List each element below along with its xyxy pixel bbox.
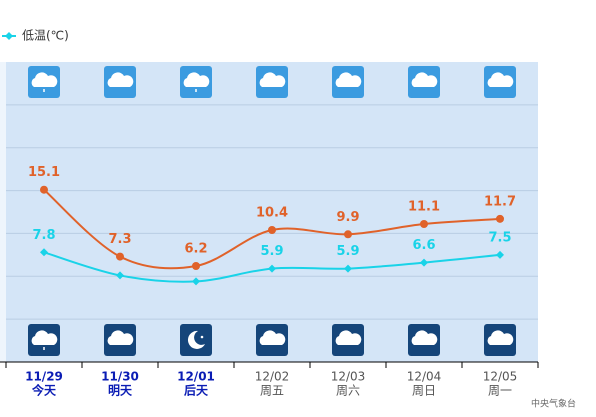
point: [420, 220, 428, 228]
night-icon: [180, 324, 212, 356]
today-edge: [0, 62, 6, 362]
point: [116, 271, 124, 280]
point: [344, 230, 352, 239]
cloud: [259, 72, 286, 87]
value-label: 11.7: [484, 194, 516, 209]
cloud: [487, 72, 514, 87]
cloud: [31, 72, 58, 87]
cloud: [183, 72, 210, 87]
cloud: [335, 72, 362, 87]
night-icon: [104, 324, 136, 356]
cloud: [487, 330, 514, 345]
point: [116, 252, 124, 261]
value-label: 10.4: [256, 206, 288, 221]
point: [344, 264, 352, 273]
cloud: [259, 330, 286, 345]
cloud: [31, 330, 58, 345]
point: [420, 258, 428, 267]
value-label: 7.8: [32, 228, 55, 243]
point: [268, 226, 276, 234]
legend-marker: [5, 32, 13, 40]
x-tick-sublabel: 周六: [336, 384, 360, 398]
night-icon: [484, 324, 516, 356]
value-label: 5.9: [260, 244, 283, 259]
cloud: [107, 72, 134, 87]
value-label: 6.2: [184, 242, 207, 257]
moon: [187, 330, 205, 349]
legend-label: 低温(℃): [22, 29, 69, 43]
x-tick-sublabel: 今天: [31, 383, 57, 398]
plot-background: [6, 62, 538, 362]
x-tick-label: 12/04: [407, 370, 442, 384]
cloud: [335, 330, 362, 345]
x-tick-sublabel: 周日: [412, 384, 436, 398]
x-tick-label: 12/05: [483, 370, 518, 384]
cloud: [411, 330, 438, 345]
x-tick-sublabel: 周一: [488, 384, 512, 398]
point: [268, 264, 276, 273]
value-label: 11.1: [408, 200, 440, 215]
day-icon: [408, 66, 440, 98]
value-label: 6.6: [412, 238, 435, 253]
x-tick-sublabel: 后天: [184, 383, 209, 398]
day-icon: [180, 66, 212, 98]
x-tick-label: 11/29: [25, 370, 63, 384]
night-icon: [28, 324, 60, 356]
night-icon: [332, 324, 364, 356]
point: [496, 250, 504, 259]
night-icon: [256, 324, 288, 356]
day-icon: [484, 66, 516, 98]
x-tick-label: 11/30: [101, 370, 139, 384]
value-label: 7.3: [108, 232, 131, 247]
x-tick-sublabel: 明天: [108, 384, 133, 398]
point: [40, 248, 48, 257]
point: [496, 214, 504, 223]
cloud: [107, 330, 134, 345]
x-tick-label: 12/02: [255, 370, 290, 384]
day-icon: [28, 66, 60, 98]
icon-box: [180, 324, 212, 356]
x-tick-label: 12/03: [331, 370, 366, 384]
point: [192, 277, 200, 286]
point: [40, 185, 48, 194]
point: [192, 262, 200, 270]
x-tick-sublabel: 周五: [260, 384, 284, 398]
day-icon: [104, 66, 136, 98]
x-tick-label: 12/01: [177, 370, 215, 384]
night-icon: [408, 324, 440, 356]
value-label: 7.5: [488, 230, 511, 245]
value-label: 15.1: [28, 165, 60, 180]
value-label: 5.9: [336, 244, 359, 259]
source: 中央气象台: [531, 398, 576, 410]
star: [200, 335, 204, 339]
cloud: [411, 72, 438, 87]
value-label: 9.9: [336, 210, 359, 225]
day-icon: [256, 66, 288, 98]
day-icon: [332, 66, 364, 98]
